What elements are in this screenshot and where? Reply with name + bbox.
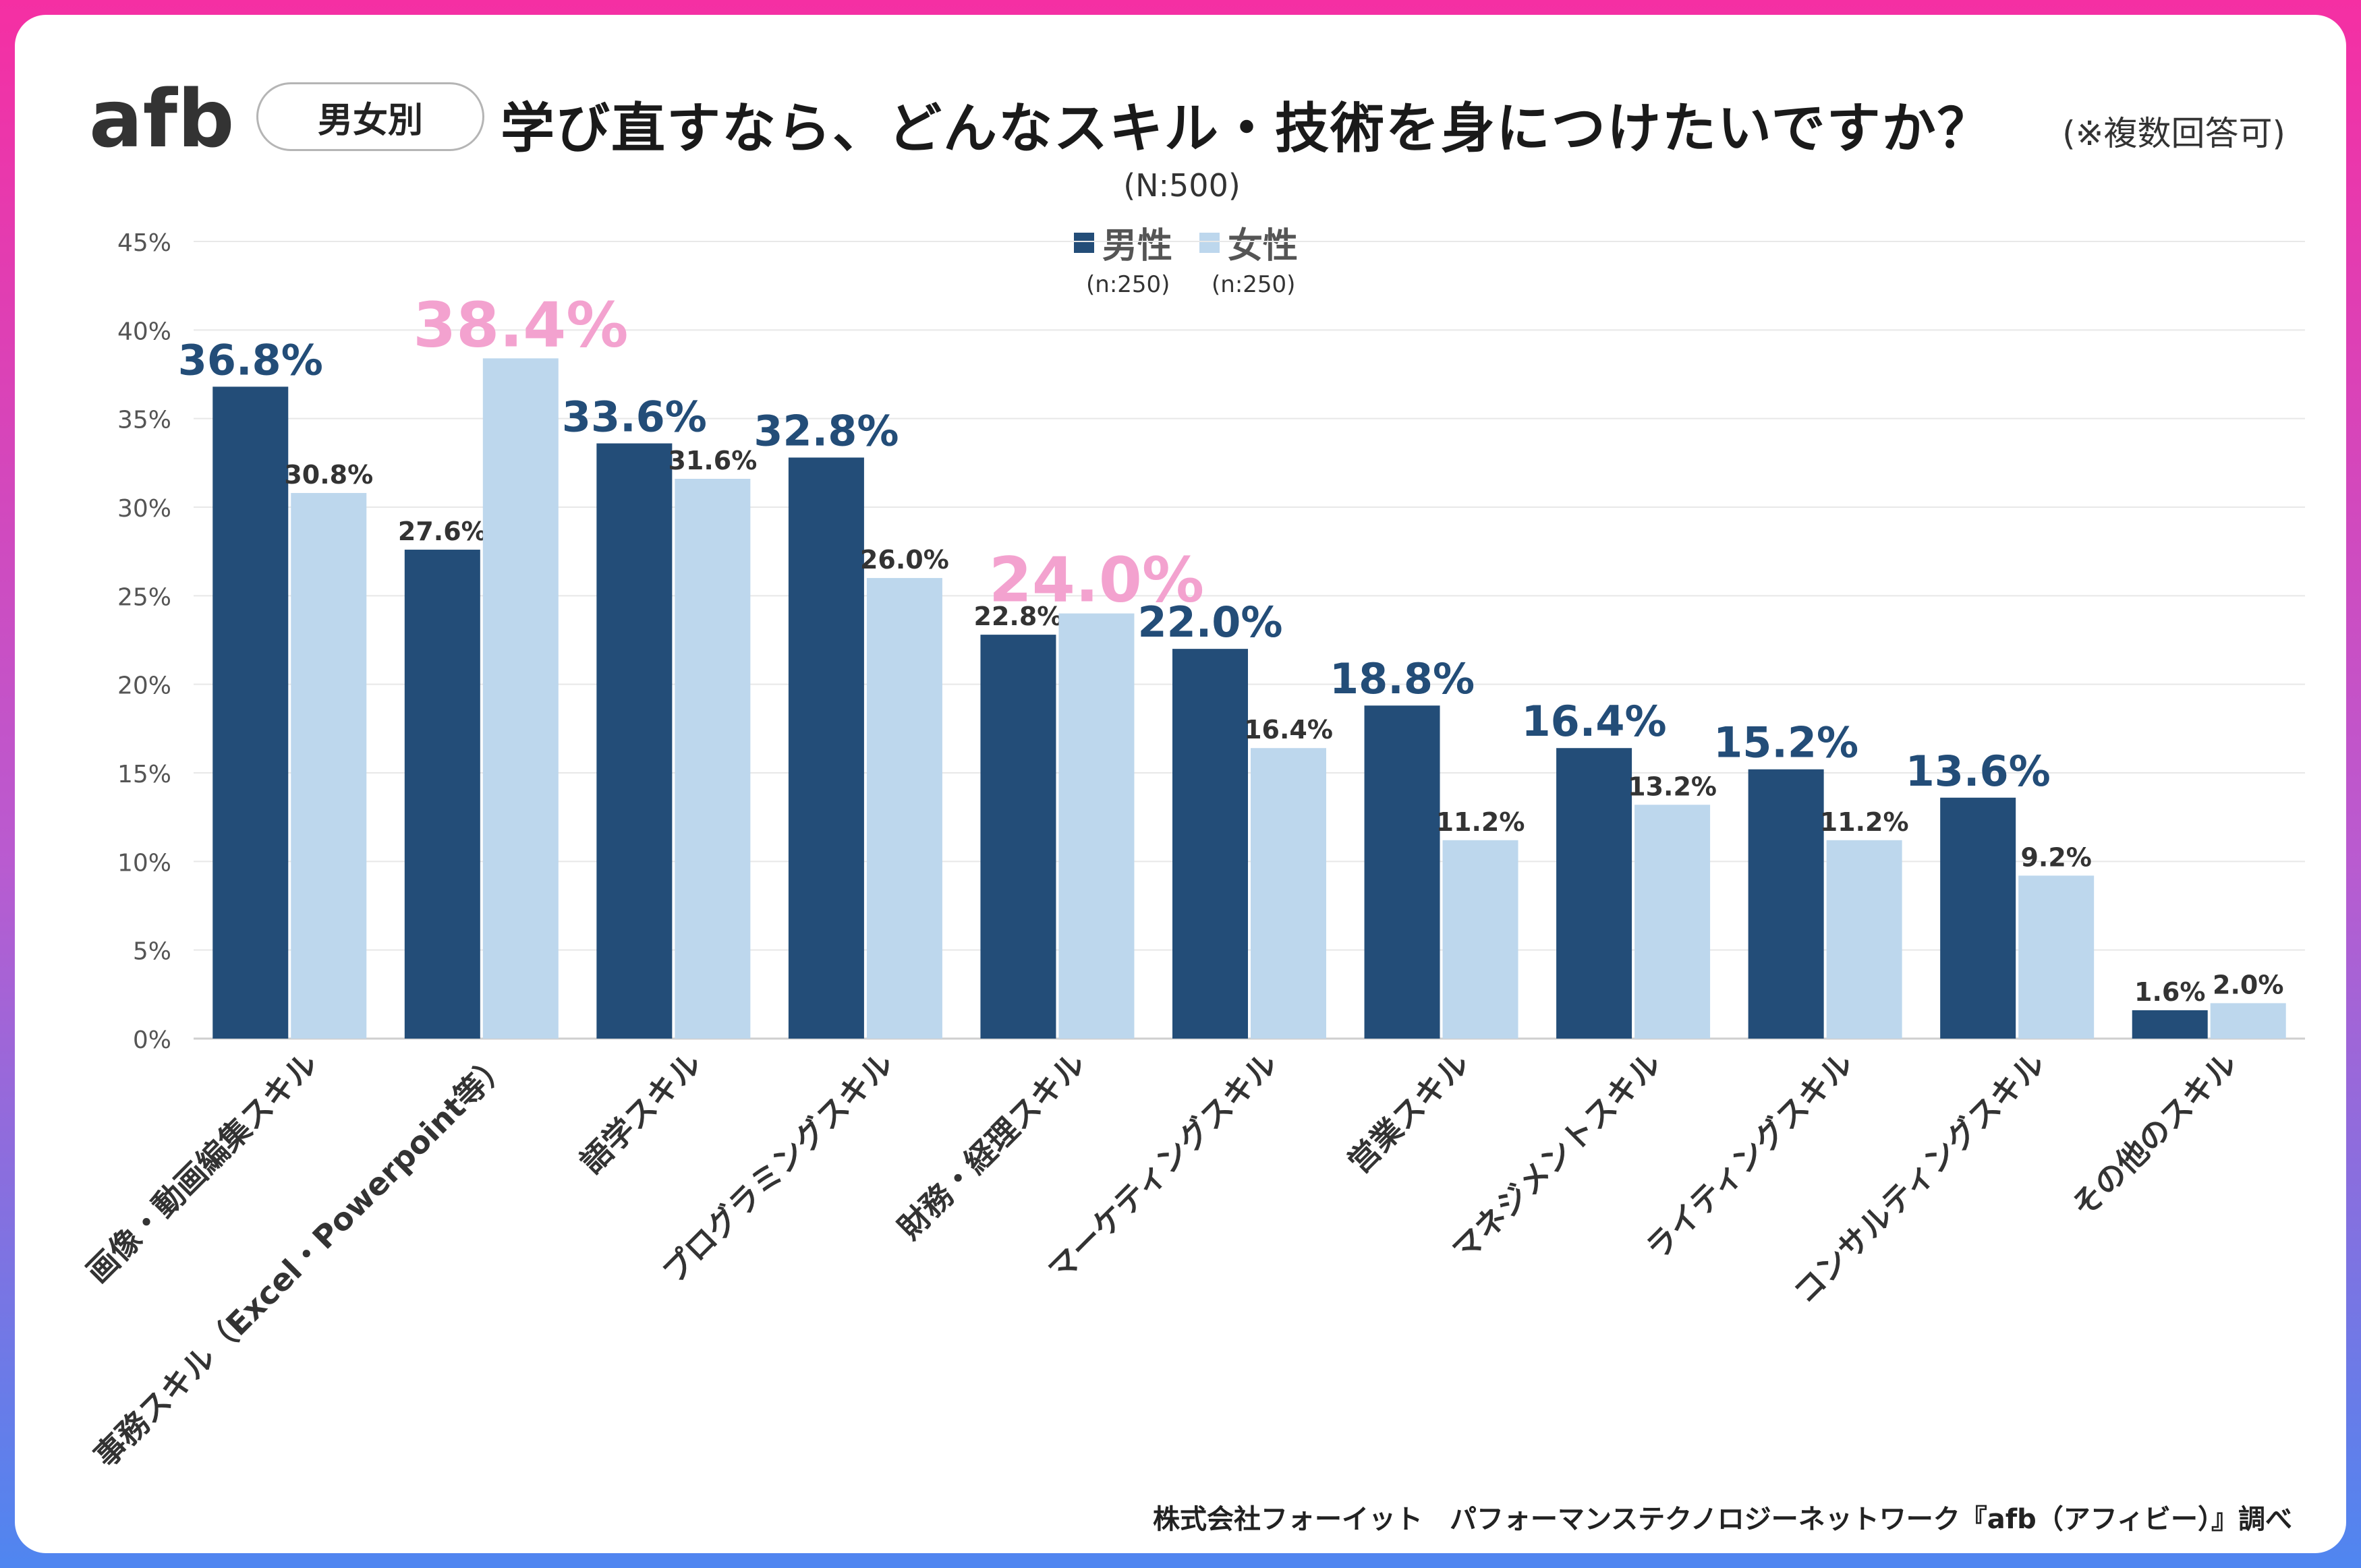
y-tick-label: 25%	[117, 583, 171, 611]
data-label: 30.8%	[284, 460, 373, 490]
data-label: 11.2%	[1820, 807, 1909, 837]
y-tick-label: 35%	[117, 407, 171, 434]
category-label: 財務・経理スキル	[891, 1045, 1092, 1246]
data-label: 27.6%	[398, 517, 487, 546]
afb-logo: afb	[89, 72, 234, 160]
bar-male	[788, 457, 864, 1039]
legend-male-label: 男性	[1102, 226, 1173, 266]
bar-male	[2132, 1010, 2208, 1039]
multiple-answer-note: (※複数回答可)	[2062, 114, 2285, 153]
bar-female	[866, 578, 942, 1039]
y-tick-label: 0%	[133, 1026, 171, 1054]
bar-female	[675, 478, 751, 1039]
bar-male	[212, 386, 289, 1039]
y-tick-label: 5%	[133, 938, 171, 966]
bar-male	[1172, 649, 1248, 1039]
bar-chart: 0%5%10%15%20%25%30%35%40%45%36.8%30.8%画像…	[80, 229, 2305, 1474]
bar-female	[1251, 748, 1326, 1039]
legend-male: 男性 (n:250)	[1074, 217, 1173, 298]
legend-male-swatch	[1074, 232, 1094, 253]
bar-female	[291, 492, 367, 1039]
data-label: 9.2%	[2020, 842, 2091, 872]
bar-male	[404, 550, 480, 1039]
data-label: 33.6%	[562, 392, 707, 441]
y-tick-label: 45%	[117, 229, 171, 257]
data-label: 13.2%	[1628, 772, 1717, 801]
y-tick-label: 10%	[117, 849, 171, 877]
data-label: 2.0%	[2213, 970, 2283, 999]
bar-female	[2210, 1003, 2286, 1039]
category-label: マネジメントスキル	[1445, 1045, 1668, 1269]
bar-male	[1748, 769, 1824, 1039]
data-label: 24.0%	[989, 544, 1204, 616]
bar-male	[980, 635, 1056, 1039]
legend-female-n: (n:250)	[1212, 271, 1296, 298]
data-label: 31.6%	[668, 446, 757, 475]
legend-female-label: 女性	[1228, 226, 1299, 266]
legend: 男性 (n:250) 女性 (n:250)	[1074, 217, 1357, 305]
bar-female	[1826, 840, 1902, 1039]
bar-male	[596, 443, 673, 1039]
data-label: 22.0%	[1137, 598, 1282, 647]
sample-size: (N:500)	[1123, 167, 1241, 204]
data-label: 36.8%	[178, 335, 323, 384]
data-label: 11.2%	[1436, 807, 1525, 837]
data-label: 18.8%	[1330, 654, 1475, 703]
data-label: 32.8%	[753, 406, 899, 455]
data-label: 1.6%	[2134, 977, 2205, 1007]
bar-male	[1940, 797, 2016, 1039]
data-label: 13.6%	[1906, 747, 2051, 796]
data-label: 38.4%	[413, 289, 628, 361]
data-label: 26.0%	[860, 545, 949, 575]
legend-male-n: (n:250)	[1086, 271, 1170, 298]
category-label: ライティングスキル	[1639, 1045, 1860, 1267]
bar-male	[1364, 705, 1440, 1039]
bar-male	[1556, 748, 1632, 1039]
bar-female	[2018, 875, 2095, 1039]
source-credit: 株式会社フォーイット パフォーマンステクノロジーネットワーク『afb（アフィビー…	[1152, 1504, 2292, 1535]
card: afb 男女別 学び直すなら、どんなスキル・技術を身につけたいですか？ (※複数…	[15, 15, 2346, 1553]
bar-female	[1634, 805, 1711, 1039]
data-label: 22.8%	[974, 602, 1063, 631]
bar-female	[1058, 613, 1135, 1039]
y-tick-label: 15%	[117, 761, 171, 788]
category-label: 事務スキル（Excel・Powerpoint等）	[87, 1045, 516, 1474]
category-label: 語学スキル	[573, 1045, 708, 1181]
category-label: その他のスキル	[2065, 1045, 2244, 1225]
data-label: 16.4%	[1522, 697, 1667, 746]
bar-female	[1442, 840, 1518, 1039]
legend-female-swatch	[1199, 232, 1220, 253]
y-tick-label: 20%	[117, 672, 171, 700]
data-label: 16.4%	[1244, 715, 1333, 745]
y-tick-label: 30%	[117, 495, 171, 523]
chart-title: 学び直すなら、どんなスキル・技術を身につけたいですか？	[501, 97, 1993, 160]
gender-tag: 男女別	[256, 82, 484, 151]
category-label: 営業スキル	[1341, 1045, 1477, 1181]
data-label: 15.2%	[1713, 718, 1858, 767]
logo-text: afb	[89, 72, 234, 160]
y-tick-label: 40%	[117, 318, 171, 345]
legend-female: 女性 (n:250)	[1199, 217, 1299, 298]
bar-female	[482, 358, 559, 1039]
